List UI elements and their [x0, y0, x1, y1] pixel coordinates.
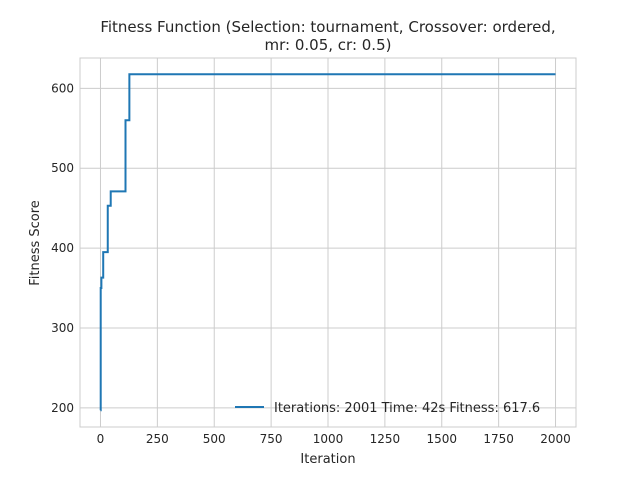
x-tick-label: 500 — [203, 432, 226, 446]
x-tick-label: 1000 — [313, 432, 344, 446]
y-tick-label: 300 — [51, 321, 74, 335]
x-tick-labels: 0 250 500 750 1000 1250 1500 1750 2000 — [97, 432, 571, 446]
x-tick-label: 0 — [97, 432, 105, 446]
series-line-0 — [99, 73, 556, 412]
series-lines — [99, 73, 556, 412]
x-tick-label: 1250 — [370, 432, 401, 446]
y-tick-labels: 200 300 400 500 600 — [51, 81, 74, 414]
y-tick-label: 600 — [51, 81, 74, 95]
x-axis-label: Iteration — [300, 452, 355, 467]
y-axis-label: Fitness Score — [28, 200, 43, 286]
y-tick-label: 200 — [51, 401, 74, 415]
x-tick-label: 1750 — [483, 432, 514, 446]
x-tick-label: 750 — [260, 432, 283, 446]
x-tick-label: 2000 — [540, 432, 571, 446]
legend-label: Iterations: 2001 Time: 42s Fitness: 617.… — [274, 401, 540, 416]
plot-frame — [79, 57, 577, 428]
y-tick-label: 400 — [51, 241, 74, 255]
grid-lines — [80, 58, 576, 427]
y-tick-label: 500 — [51, 161, 74, 175]
chart-title-line-1: Fitness Function (Selection: tournament,… — [100, 18, 555, 36]
x-tick-label: 1500 — [426, 432, 457, 446]
legend: Iterations: 2001 Time: 42s Fitness: 617.… — [235, 401, 540, 416]
x-tick-label: 250 — [146, 432, 169, 446]
chart-title-line-2: mr: 0.05, cr: 0.5) — [265, 36, 392, 54]
